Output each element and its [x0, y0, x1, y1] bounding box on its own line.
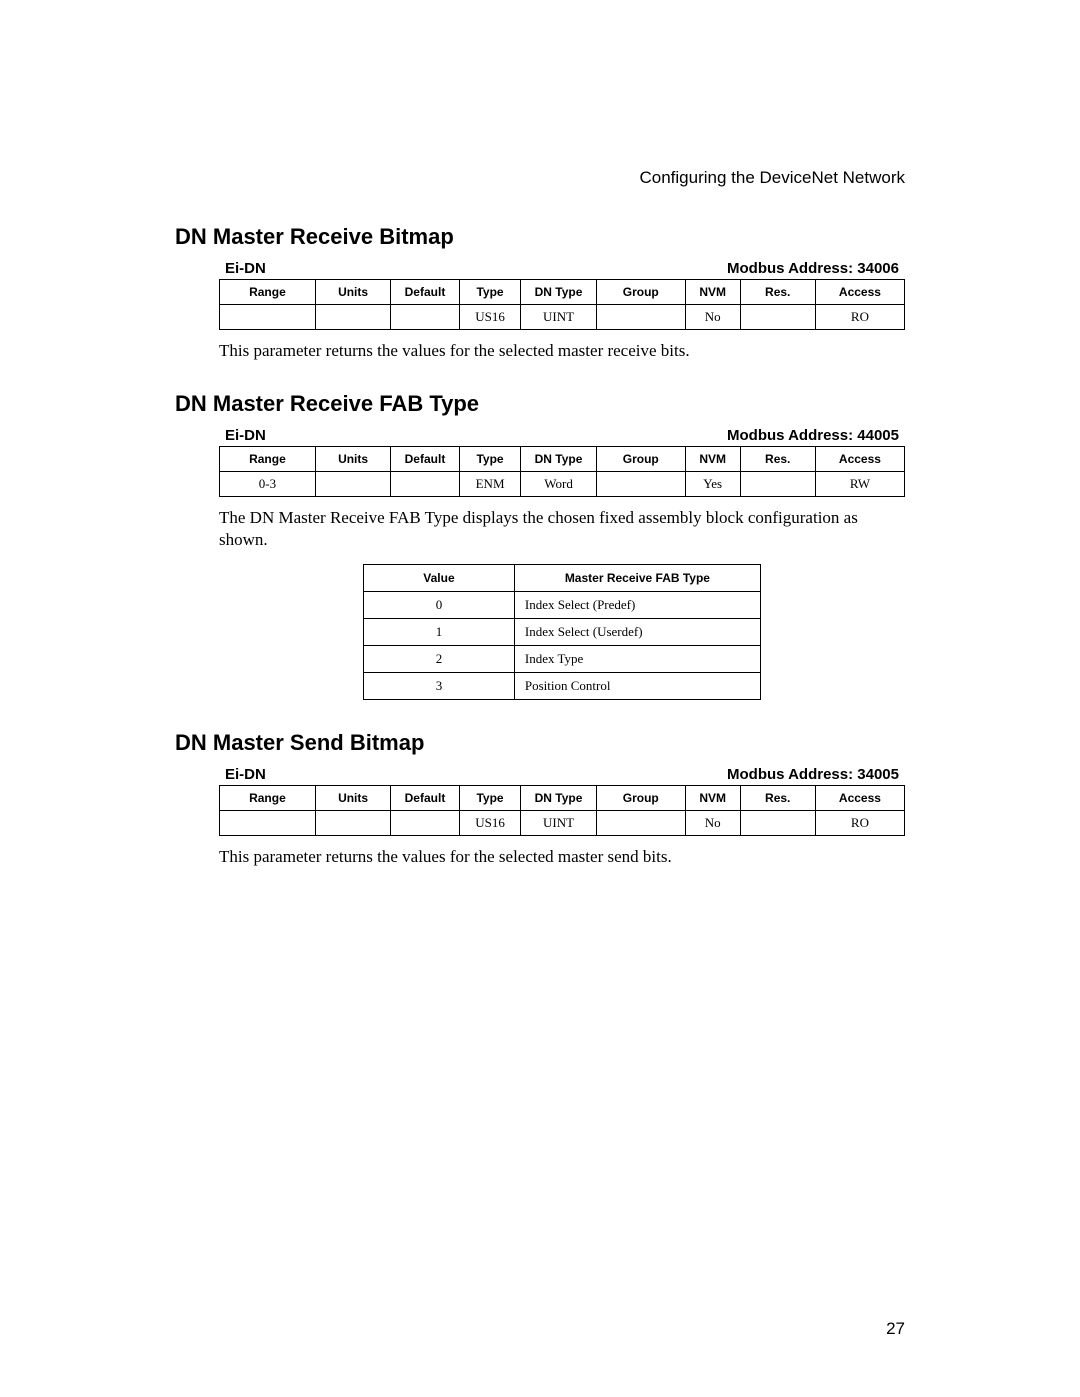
param-description: This parameter returns the values for th…	[219, 340, 905, 361]
param-col-header: Units	[315, 280, 390, 305]
param-cell	[315, 305, 390, 330]
param-block: Ei-DN Modbus Address: 34006 RangeUnitsDefa…	[219, 260, 905, 361]
param-col-header: Group	[596, 785, 685, 810]
section-title: DN Master Receive FAB Type	[175, 391, 905, 417]
value-cell: Index Select (Userdef)	[514, 618, 760, 645]
param-title-row: Ei-DN Modbus Address: 34005	[219, 766, 905, 785]
section-title: DN Master Send Bitmap	[175, 730, 905, 756]
param-cell: 0-3	[220, 472, 316, 497]
param-col-header: Range	[220, 447, 316, 472]
param-cell	[596, 305, 685, 330]
param-col-header: Range	[220, 280, 316, 305]
param-description: The DN Master Receive FAB Type displays …	[219, 507, 905, 550]
param-block: Ei-DN Modbus Address: 44005 RangeUnitsDefa…	[219, 427, 905, 700]
param-cell	[596, 472, 685, 497]
param-table: RangeUnitsDefaultTypeDN TypeGroupNVMRes.…	[219, 279, 905, 330]
param-title-row: Ei-DN Modbus Address: 34006	[219, 260, 905, 279]
page: Configuring the DeviceNet Network DN Mas…	[0, 0, 1080, 1397]
table-row: US16UINT No RO	[220, 305, 905, 330]
param-cell: US16	[459, 305, 521, 330]
param-col-header: Units	[315, 447, 390, 472]
param-col-header: Units	[315, 785, 390, 810]
page-number: 27	[886, 1319, 905, 1339]
param-col-header: Type	[459, 280, 521, 305]
param-col-header: Group	[596, 280, 685, 305]
value-cell: Index Select (Predef)	[514, 591, 760, 618]
param-col-header: DN Type	[521, 785, 596, 810]
param-cell: RW	[815, 472, 904, 497]
param-col-header: NVM	[685, 280, 740, 305]
param-cell: No	[685, 810, 740, 835]
param-col-header: NVM	[685, 785, 740, 810]
param-cell	[391, 472, 460, 497]
modbus-address: Modbus Address: 44005	[727, 427, 899, 444]
param-table: RangeUnitsDefaultTypeDN TypeGroupNVMRes.…	[219, 785, 905, 836]
table-row: 3Position Control	[364, 672, 761, 699]
param-cell	[220, 810, 316, 835]
value-cell: 3	[364, 672, 515, 699]
param-cell	[740, 305, 815, 330]
param-col-header: Type	[459, 447, 521, 472]
param-block: Ei-DN Modbus Address: 34005 RangeUnitsDefa…	[219, 766, 905, 867]
table-row: 0-3 ENMWord Yes RW	[220, 472, 905, 497]
param-cell: Yes	[685, 472, 740, 497]
sections-container: DN Master Receive Bitmap Ei-DN Modbus Addr…	[175, 224, 905, 867]
param-col-header: Res.	[740, 785, 815, 810]
value-cell: 0	[364, 591, 515, 618]
param-cell	[740, 810, 815, 835]
param-col-header: DN Type	[521, 280, 596, 305]
param-col-header: Res.	[740, 280, 815, 305]
param-cell: US16	[459, 810, 521, 835]
value-col-header: Value	[364, 564, 515, 591]
param-cell: ENM	[459, 472, 521, 497]
param-table: RangeUnitsDefaultTypeDN TypeGroupNVMRes.…	[219, 446, 905, 497]
param-category: Ei-DN	[225, 427, 266, 444]
param-col-header: Range	[220, 785, 316, 810]
param-cell	[391, 810, 460, 835]
value-cell: 2	[364, 645, 515, 672]
section-title: DN Master Receive Bitmap	[175, 224, 905, 250]
param-category: Ei-DN	[225, 766, 266, 783]
modbus-address: Modbus Address: 34005	[727, 766, 899, 783]
param-description: This parameter returns the values for th…	[219, 846, 905, 867]
param-col-header: DN Type	[521, 447, 596, 472]
param-title-row: Ei-DN Modbus Address: 44005	[219, 427, 905, 446]
param-cell: Word	[521, 472, 596, 497]
param-cell	[220, 305, 316, 330]
param-col-header: Group	[596, 447, 685, 472]
param-col-header: Access	[815, 447, 904, 472]
value-cell: 1	[364, 618, 515, 645]
param-col-header: Default	[391, 280, 460, 305]
table-row: US16UINT No RO	[220, 810, 905, 835]
param-cell	[391, 305, 460, 330]
value-col-header: Master Receive FAB Type	[514, 564, 760, 591]
param-cell	[315, 472, 390, 497]
param-cell: RO	[815, 810, 904, 835]
table-row: 2Index Type	[364, 645, 761, 672]
param-cell	[315, 810, 390, 835]
param-cell: UINT	[521, 810, 596, 835]
value-table: ValueMaster Receive FAB Type0Index Selec…	[363, 564, 761, 700]
param-col-header: Default	[391, 447, 460, 472]
table-row: 1Index Select (Userdef)	[364, 618, 761, 645]
modbus-address: Modbus Address: 34006	[727, 260, 899, 277]
param-col-header: Type	[459, 785, 521, 810]
param-cell	[596, 810, 685, 835]
param-col-header: Res.	[740, 447, 815, 472]
param-cell: RO	[815, 305, 904, 330]
value-cell: Position Control	[514, 672, 760, 699]
param-col-header: Access	[815, 280, 904, 305]
param-col-header: Access	[815, 785, 904, 810]
param-col-header: Default	[391, 785, 460, 810]
param-cell	[740, 472, 815, 497]
table-row: 0Index Select (Predef)	[364, 591, 761, 618]
param-category: Ei-DN	[225, 260, 266, 277]
param-col-header: NVM	[685, 447, 740, 472]
page-header: Configuring the DeviceNet Network	[175, 168, 905, 188]
param-cell: No	[685, 305, 740, 330]
value-cell: Index Type	[514, 645, 760, 672]
param-cell: UINT	[521, 305, 596, 330]
